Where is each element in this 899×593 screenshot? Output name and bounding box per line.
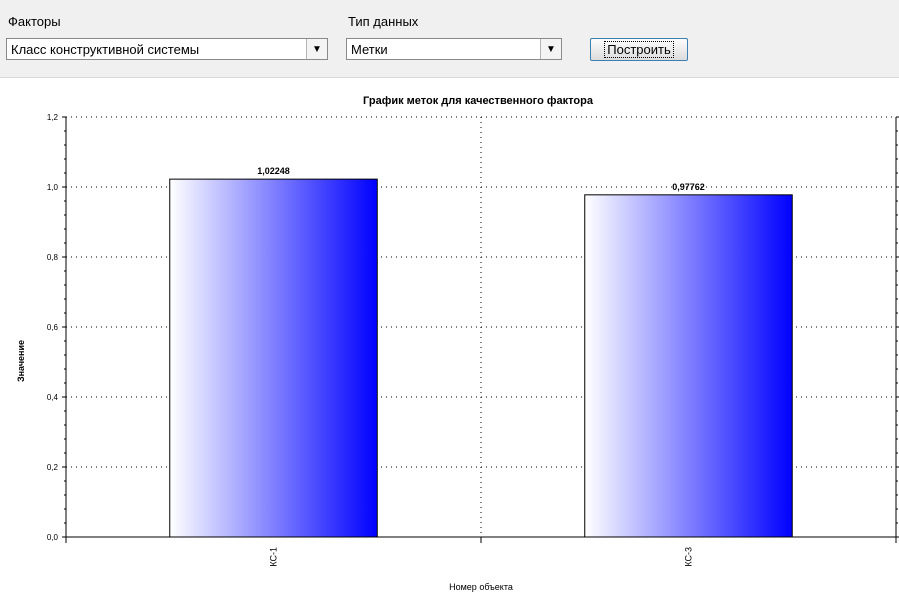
y-tick-label: 1,0 bbox=[47, 183, 59, 192]
y-tick-label: 0,2 bbox=[47, 463, 59, 472]
x-tick-label: КС-3 bbox=[684, 547, 694, 567]
chevron-down-icon[interactable]: ▼ bbox=[540, 39, 561, 59]
datatype-dropdown[interactable]: Метки ▼ bbox=[346, 38, 562, 60]
chart-title: График меток для качественного фактора bbox=[363, 95, 594, 107]
build-button-label: Построить bbox=[604, 41, 674, 58]
x-axis-label: Номер объекта bbox=[449, 582, 513, 592]
factors-dropdown[interactable]: Класс конструктивной системы ▼ bbox=[6, 38, 328, 60]
data-label: 0,97762 bbox=[672, 182, 705, 192]
y-tick-label: 1,2 bbox=[47, 113, 59, 122]
bar bbox=[169, 178, 378, 538]
datatype-label: Тип данных bbox=[348, 14, 419, 29]
factors-label: Факторы bbox=[8, 14, 61, 29]
datatype-dropdown-value: Метки bbox=[351, 42, 388, 57]
y-tick-label: 0,4 bbox=[47, 393, 59, 402]
factors-dropdown-value: Класс конструктивной системы bbox=[11, 42, 200, 57]
toolbar: Факторы Класс конструктивной системы ▼ Т… bbox=[0, 0, 899, 78]
y-tick-label: 0,6 bbox=[47, 323, 59, 332]
y-tick-label: 0,0 bbox=[47, 533, 59, 542]
x-tick-label: КС-1 bbox=[269, 547, 279, 567]
y-tick-label: 0,8 bbox=[47, 253, 59, 262]
data-label: 1,02248 bbox=[257, 166, 290, 176]
bar bbox=[584, 194, 793, 538]
chevron-down-icon[interactable]: ▼ bbox=[306, 39, 327, 59]
chart: График меток для качественного фактора Н… bbox=[16, 95, 899, 592]
build-button[interactable]: Построить bbox=[590, 38, 688, 61]
y-axis-label: Значение bbox=[16, 340, 26, 382]
